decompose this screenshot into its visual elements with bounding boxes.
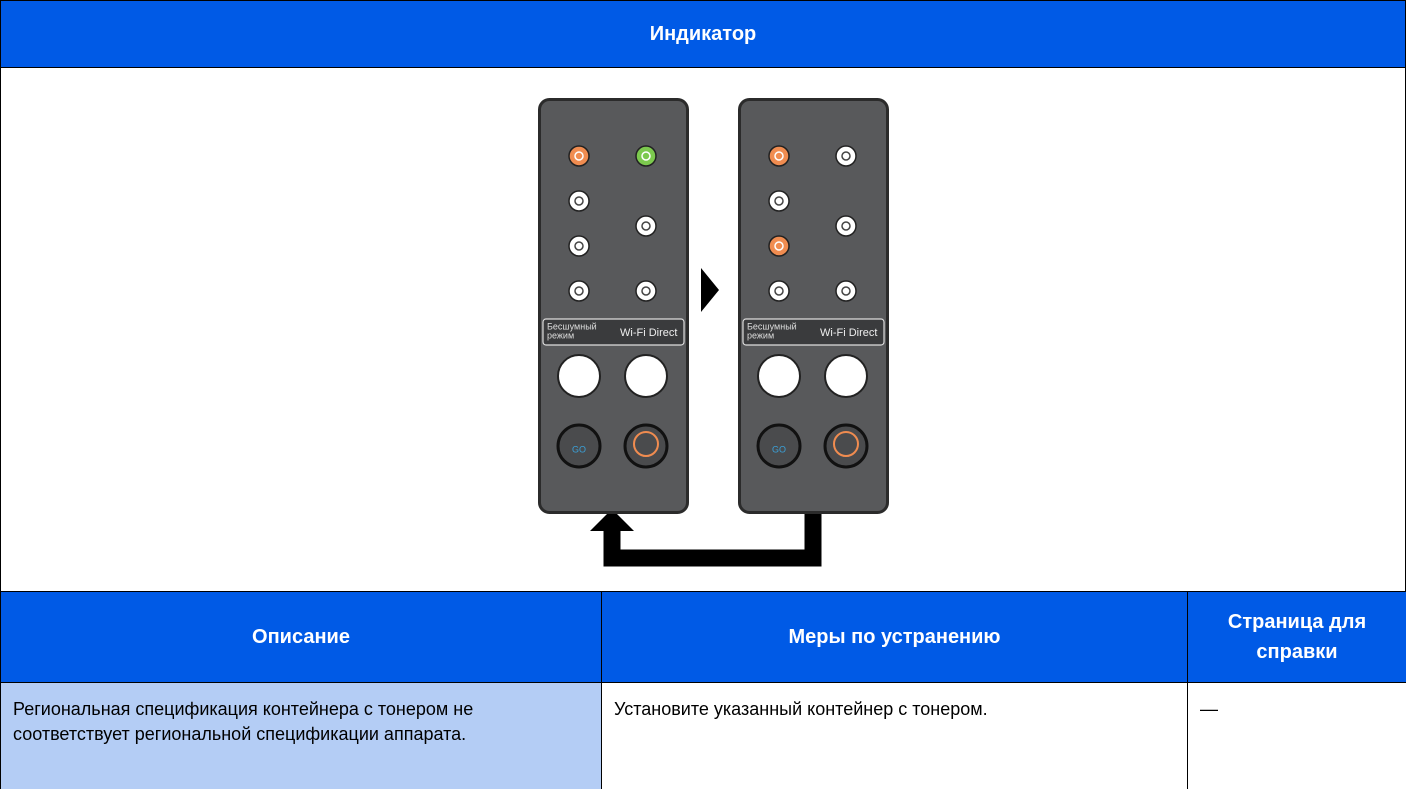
table-cell: Региональная спецификация контейнера с т… [0,682,602,789]
transition-arrow [701,268,719,312]
sleep-led-glyph [641,221,651,231]
ready-led-glyph [841,151,851,161]
jam-led-glyph [574,196,584,206]
wifi-led [835,280,857,302]
quiet-mode-label: Бесшумный [547,321,597,331]
sleep-led [635,215,657,237]
paper-led [768,280,790,302]
column-header: Описание [0,591,602,683]
go-button [756,423,802,469]
toner-led [568,235,590,257]
table-cell: Установите указанный контейнер с тонером… [601,682,1188,789]
wifi-button [824,354,868,398]
quiet-button [557,354,601,398]
toner-led [768,235,790,257]
wifi-direct-label: Wi-Fi Direct [820,327,877,339]
wifi-led-glyph [641,286,651,296]
stop-glyph [633,431,659,457]
quiet-mode-label: режим [747,330,774,340]
toner-led-glyph [574,241,584,251]
paper-led [568,280,590,302]
stop-button [823,423,869,469]
header-title: Индикатор [0,0,1406,68]
quiet-mode-label: режим [547,330,574,340]
loop-arrowhead [590,509,634,531]
table: Описание Меры по устранению Страница для… [0,591,1406,789]
jam-led [568,190,590,212]
quiet-button [757,354,801,398]
ready-led [635,145,657,167]
error-led [568,145,590,167]
stop-glyph [833,431,859,457]
paper-led-glyph [574,286,584,296]
jam-led-glyph [774,196,784,206]
error-led-glyph [574,151,584,161]
ready-led [835,145,857,167]
wifi-direct-label: Wi-Fi Direct [620,327,677,339]
toner-led-glyph [774,241,784,251]
go-label: GO [772,444,786,454]
figure: Бесшумный режим Wi-Fi Direct GO Бесшумный реж… [0,67,1406,592]
label-strip [542,318,685,346]
sleep-led-glyph [841,221,851,231]
wifi-button [624,354,668,398]
sleep-led [835,215,857,237]
error-led [768,145,790,167]
jam-led [768,190,790,212]
column-header: Меры по устранению [601,591,1188,683]
loop-arrow [603,511,822,567]
ready-led-glyph [641,151,651,161]
go-label: GO [572,444,586,454]
table-cell: — [1187,682,1406,789]
column-header: Страница для справки [1187,591,1406,683]
go-button [556,423,602,469]
error-led-glyph [774,151,784,161]
paper-led-glyph [774,286,784,296]
wifi-led-glyph [841,286,851,296]
wifi-led [635,280,657,302]
stop-button [623,423,669,469]
label-strip [742,318,885,346]
quiet-mode-label: Бесшумный [747,321,797,331]
